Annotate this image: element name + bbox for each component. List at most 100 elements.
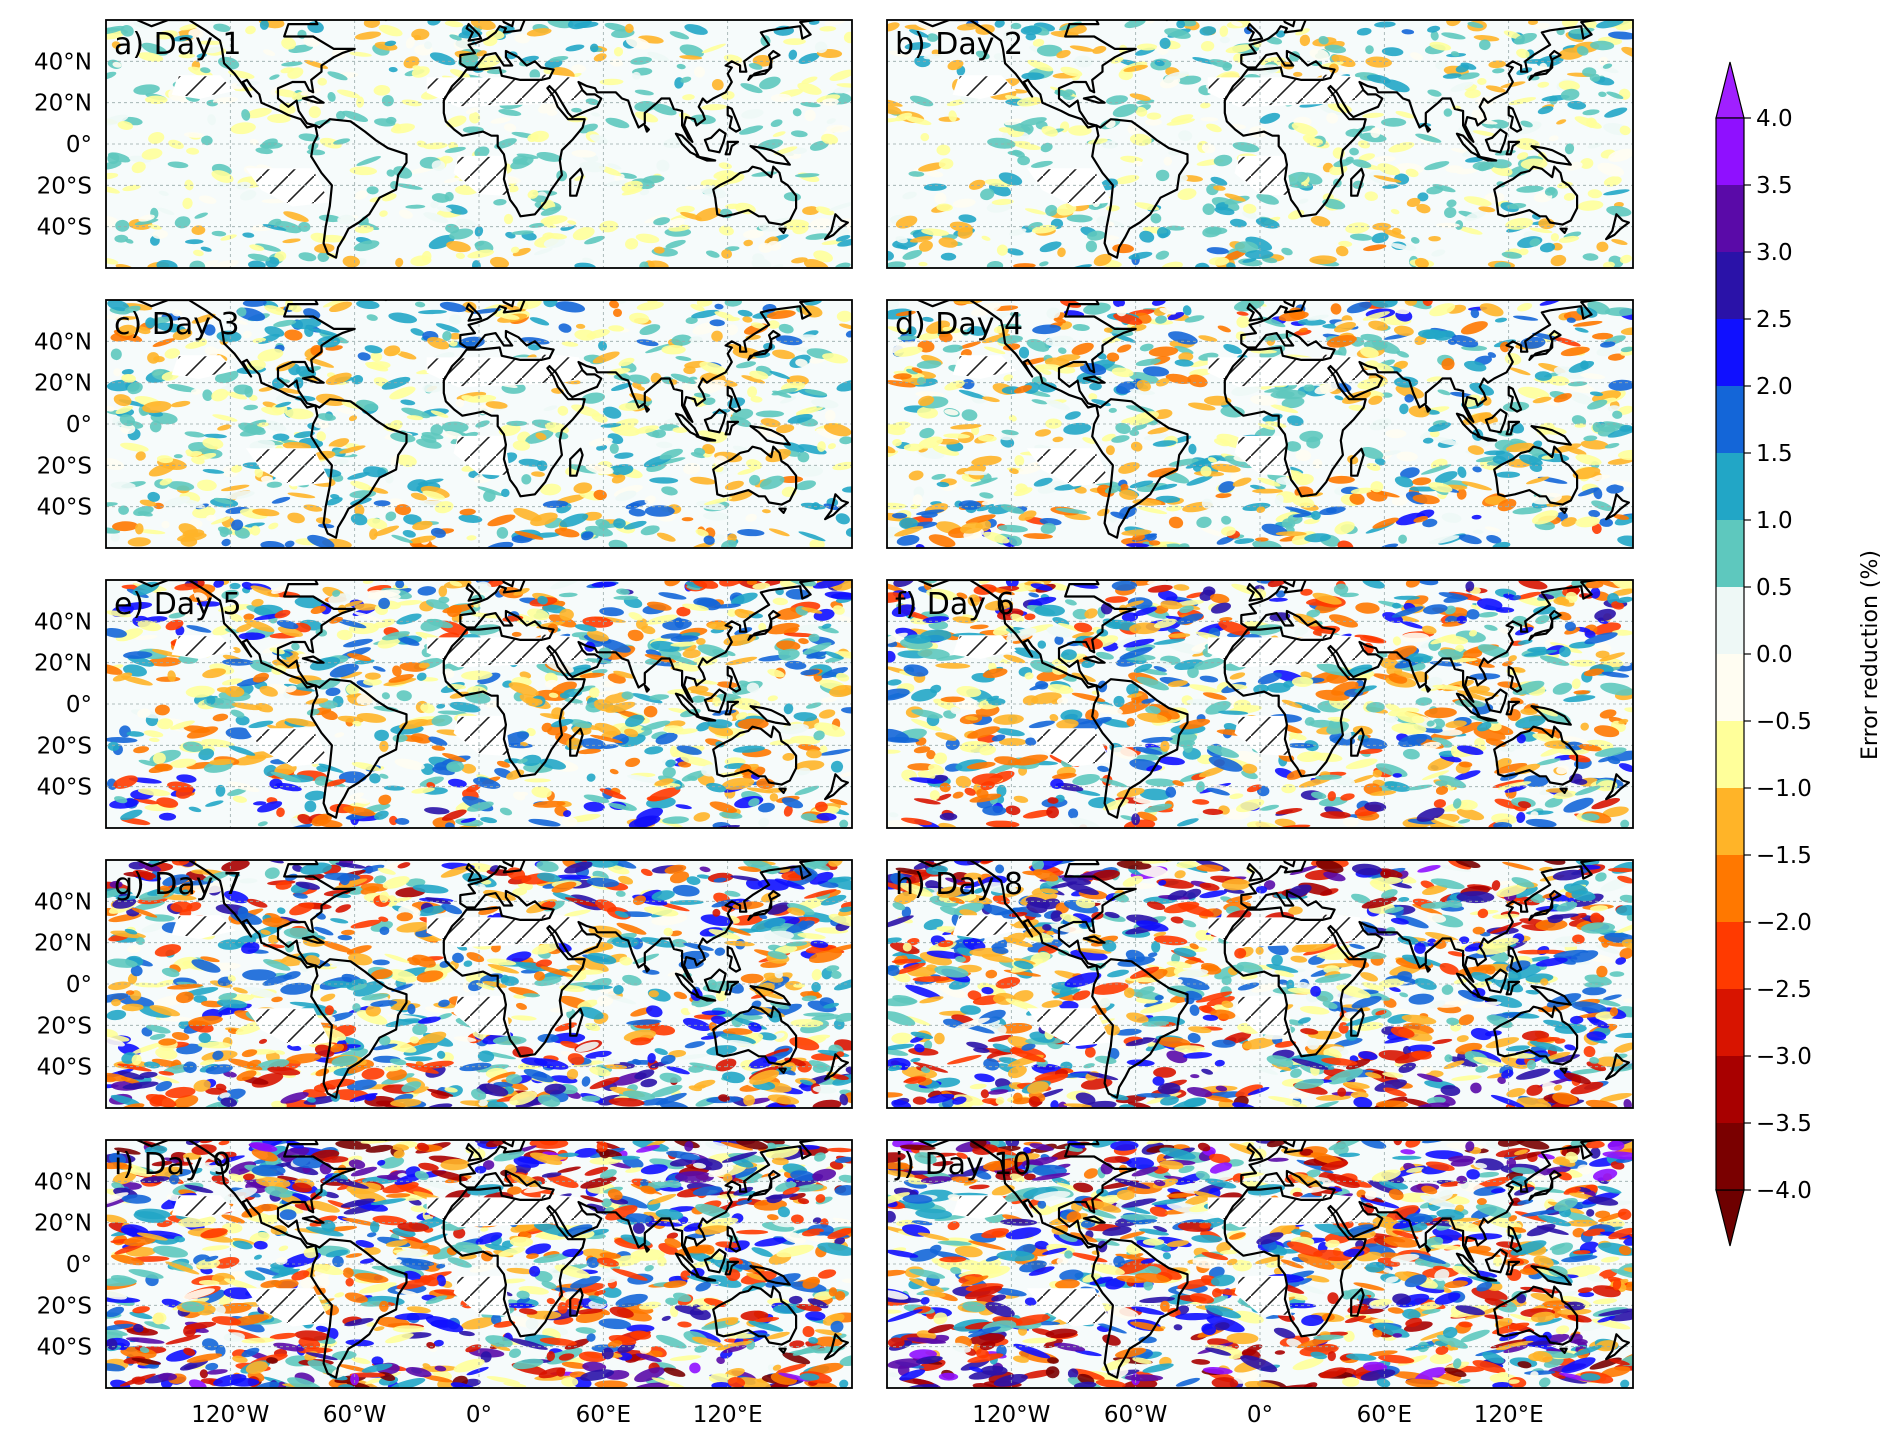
field-blob: [1030, 160, 1053, 168]
field-blob: [1244, 249, 1274, 260]
field-blob: [1561, 20, 1579, 28]
field-blob: [909, 29, 929, 38]
field-blob: [1236, 315, 1250, 328]
field-blob: [735, 361, 757, 369]
field-blob: [366, 518, 388, 530]
panel-frame: [105, 299, 853, 549]
field-blob: [795, 358, 808, 367]
field-blob: [1613, 514, 1629, 520]
field-blob: [211, 170, 234, 183]
field-blob: [1311, 791, 1327, 800]
field-blob: [1001, 429, 1019, 436]
field-blob: [899, 517, 918, 530]
field-blob: [1163, 156, 1173, 166]
field-blob: [1577, 200, 1604, 211]
field-blob: [106, 30, 125, 40]
field-blob: [685, 316, 698, 325]
field-blob: [203, 324, 216, 336]
field-blob: [1428, 422, 1451, 433]
field-blob: [1072, 631, 1095, 639]
field-blob: [1330, 303, 1342, 315]
field-blob: [422, 382, 445, 393]
field-blob: [982, 396, 1000, 403]
field-blob: [115, 219, 130, 232]
field-blob: [255, 147, 273, 155]
field-blob: [416, 438, 442, 449]
coastline-borneo: [703, 128, 727, 154]
field-blob: [255, 702, 274, 713]
field-blob: [1046, 806, 1059, 819]
field-blob: [269, 74, 280, 80]
field-blob: [944, 409, 959, 416]
field-blob: [280, 67, 295, 74]
field-blob: [305, 698, 329, 705]
field-blob: [1488, 60, 1506, 69]
field-blob: [1620, 346, 1633, 353]
field-blob: [1146, 112, 1162, 120]
field-blob: [1013, 263, 1036, 268]
field-blob: [1515, 715, 1546, 729]
field-blob: [1552, 682, 1573, 695]
field-blob: [257, 821, 268, 827]
field-blob: [1250, 394, 1278, 406]
field-blob: [840, 771, 852, 778]
field-blob: [1457, 226, 1483, 235]
field-blob: [725, 316, 740, 322]
field-blob: [643, 705, 658, 718]
panel-label: d) Day 4: [895, 307, 1023, 342]
field-blob: [264, 305, 287, 316]
field-blob: [833, 978, 852, 991]
field-blob: [449, 34, 462, 41]
field-blob: [1021, 72, 1045, 81]
field-blob: [796, 767, 811, 776]
field-blob: [1575, 454, 1602, 466]
coastline-newGuinea: [1530, 425, 1572, 446]
field-blob: [701, 43, 726, 54]
field-blob: [982, 531, 1010, 544]
field-blob: [975, 50, 990, 60]
field-blob: [1274, 494, 1284, 506]
field-blob: [702, 443, 716, 455]
field-blob: [431, 714, 453, 727]
field-blob: [212, 414, 238, 422]
field-blob: [1421, 625, 1437, 635]
field-blob: [420, 703, 435, 714]
field-blob: [1591, 523, 1602, 534]
field-blob: [711, 78, 724, 91]
field-blob: [805, 702, 822, 709]
field-blob: [343, 806, 376, 817]
field-blob: [1550, 254, 1567, 267]
field-blob: [123, 651, 153, 659]
field-blob: [1401, 29, 1415, 35]
coastline-borneo: [1484, 688, 1508, 714]
field-blob: [529, 317, 550, 326]
field-blob: [1127, 693, 1143, 698]
field-blob: [178, 523, 199, 536]
field-blob: [1168, 732, 1198, 745]
field-blob: [610, 418, 639, 432]
field-blob: [518, 458, 543, 467]
field-blob: [230, 122, 256, 135]
field-blob: [504, 758, 522, 764]
field-blob: [240, 190, 257, 201]
field-blob: [381, 376, 411, 390]
field-blob: [598, 341, 607, 351]
field-blob: [1508, 97, 1536, 105]
field-blob: [135, 451, 146, 461]
field-blob: [487, 514, 516, 527]
coastline-madagascar: [1350, 447, 1365, 477]
field-blob: [222, 658, 254, 666]
field-blob: [114, 234, 129, 243]
field-blob: [780, 723, 809, 735]
coastline-nz: [824, 773, 849, 801]
field-blob: [605, 180, 628, 187]
field-blob: [317, 413, 336, 421]
field-blob: [1023, 533, 1053, 540]
field-blob: [1201, 498, 1213, 509]
field-blob: [819, 745, 828, 754]
field-blob: [646, 614, 678, 625]
field-blob: [1346, 301, 1372, 314]
field-blob: [911, 688, 937, 702]
field-blob: [958, 389, 986, 400]
field-blob: [1494, 317, 1508, 323]
